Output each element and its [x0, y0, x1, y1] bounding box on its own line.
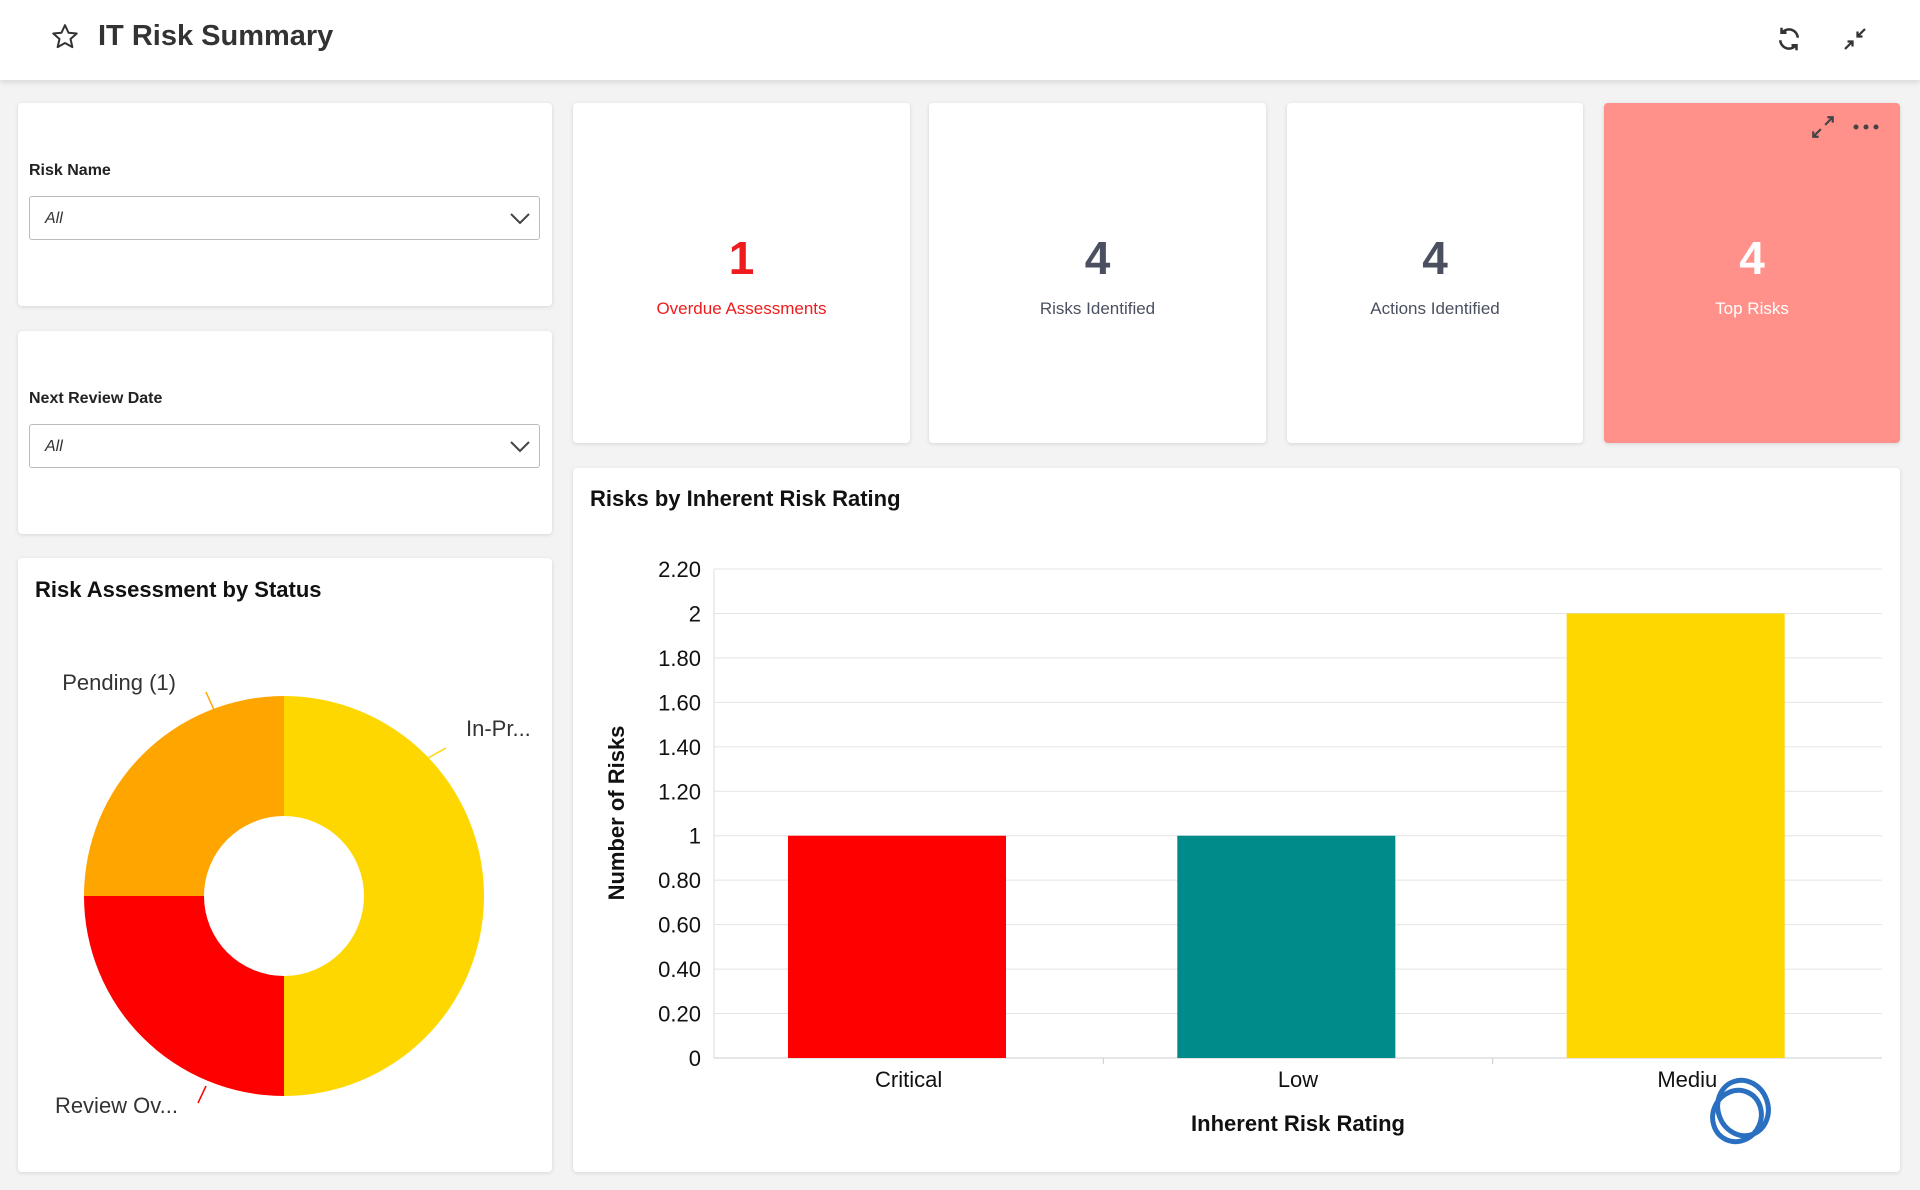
kpi-top-risks[interactable]: 4 Top Risks — [1604, 103, 1900, 443]
bar-mediu — [1566, 613, 1785, 1058]
next-review-value: All — [45, 438, 63, 455]
kpi-value: 1 — [728, 232, 755, 284]
y-tick-label: 1.60 — [658, 690, 701, 715]
slice-label: In-Pr... — [466, 716, 531, 741]
x-tick-label: Low — [1278, 1067, 1318, 1092]
kpi-value: 4 — [1084, 232, 1111, 284]
risk-name-select[interactable]: All — [29, 196, 540, 240]
y-tick-label: 0 — [689, 1046, 701, 1071]
donut-chart: In-Pr... Review Ov... Pending (1) — [55, 670, 531, 1118]
chevron-down-icon — [510, 441, 530, 453]
more-options-icon[interactable] — [1852, 117, 1880, 137]
y-tick-label: 1.20 — [658, 779, 701, 804]
risk-name-filter-card: Risk Name All — [18, 103, 552, 306]
x-tick-label: Critical — [875, 1067, 942, 1092]
y-axis-title: Number of Risks — [604, 726, 629, 901]
y-tick-label: 0.40 — [658, 957, 701, 982]
leader-line — [197, 1085, 207, 1104]
next-review-label: Next Review Date — [29, 390, 163, 407]
donut-slice — [84, 696, 284, 896]
leader-line — [427, 747, 447, 759]
kpi-label: Top Risks — [1715, 299, 1789, 318]
next-review-select[interactable]: All — [29, 424, 540, 468]
x-tick-label: Mediu — [1657, 1067, 1717, 1092]
kpi-overdue-assessments[interactable]: 1 Overdue Assessments — [573, 103, 910, 443]
y-tick-label: 0.20 — [658, 1002, 701, 1027]
y-tick-label: 1.80 — [658, 646, 701, 671]
donut-slice — [84, 896, 284, 1096]
risk-name-label: Risk Name — [29, 162, 111, 179]
assistant-logo-icon[interactable] — [1705, 1072, 1775, 1152]
leader-line — [205, 691, 215, 711]
refresh-icon[interactable] — [1774, 24, 1804, 54]
donut-card: Risk Assessment by Status In-Pr... Review… — [18, 558, 552, 1172]
y-tick-label: 1.40 — [658, 735, 701, 760]
y-tick-label: 2.20 — [658, 557, 701, 582]
y-tick-label: 1 — [689, 824, 701, 849]
bar-low — [1177, 835, 1396, 1058]
x-axis-title: Inherent Risk Rating — [1191, 1111, 1405, 1136]
kpi-value: 4 — [1422, 232, 1448, 284]
slice-label: Pending (1) — [62, 670, 176, 695]
kpi-actions-identified[interactable]: 4 Actions Identified — [1287, 103, 1583, 443]
kpi-label: Overdue Assessments — [656, 299, 827, 318]
star-icon[interactable] — [50, 22, 80, 52]
expand-icon[interactable] — [1810, 114, 1836, 140]
bar-chart: 0 0.20 0.40 0.60 0.80 1 1.20 1.40 1.60 1.80 2 2.20 C… — [604, 557, 1882, 1136]
chevron-down-icon — [510, 213, 530, 225]
slice-label: Review Ov... — [55, 1093, 178, 1118]
y-tick-label: 0.60 — [658, 913, 701, 938]
next-review-filter-card: Next Review Date All — [18, 331, 552, 534]
bar-chart-card: Risks by Inherent Risk Rating 0 0.20 0.40 0… — [573, 468, 1900, 1172]
kpi-value: 4 — [1739, 232, 1765, 284]
donut-title: Risk Assessment by Status — [35, 577, 322, 602]
risk-name-value: All — [45, 210, 63, 227]
bar-chart-title: Risks by Inherent Risk Rating — [590, 486, 901, 511]
page-title: IT Risk Summary — [98, 20, 334, 52]
y-tick-label: 0.80 — [658, 868, 701, 893]
kpi-label: Risks Identified — [1039, 299, 1156, 318]
kpi-risks-identified[interactable]: 4 Risks Identified — [929, 103, 1266, 443]
kpi-label: Actions Identified — [1370, 299, 1500, 318]
y-tick-label: 2 — [689, 601, 701, 626]
page-header: IT Risk Summary — [0, 0, 1920, 80]
bar-critical — [787, 835, 1006, 1058]
collapse-icon[interactable] — [1840, 24, 1870, 54]
donut-slice — [284, 696, 484, 1096]
